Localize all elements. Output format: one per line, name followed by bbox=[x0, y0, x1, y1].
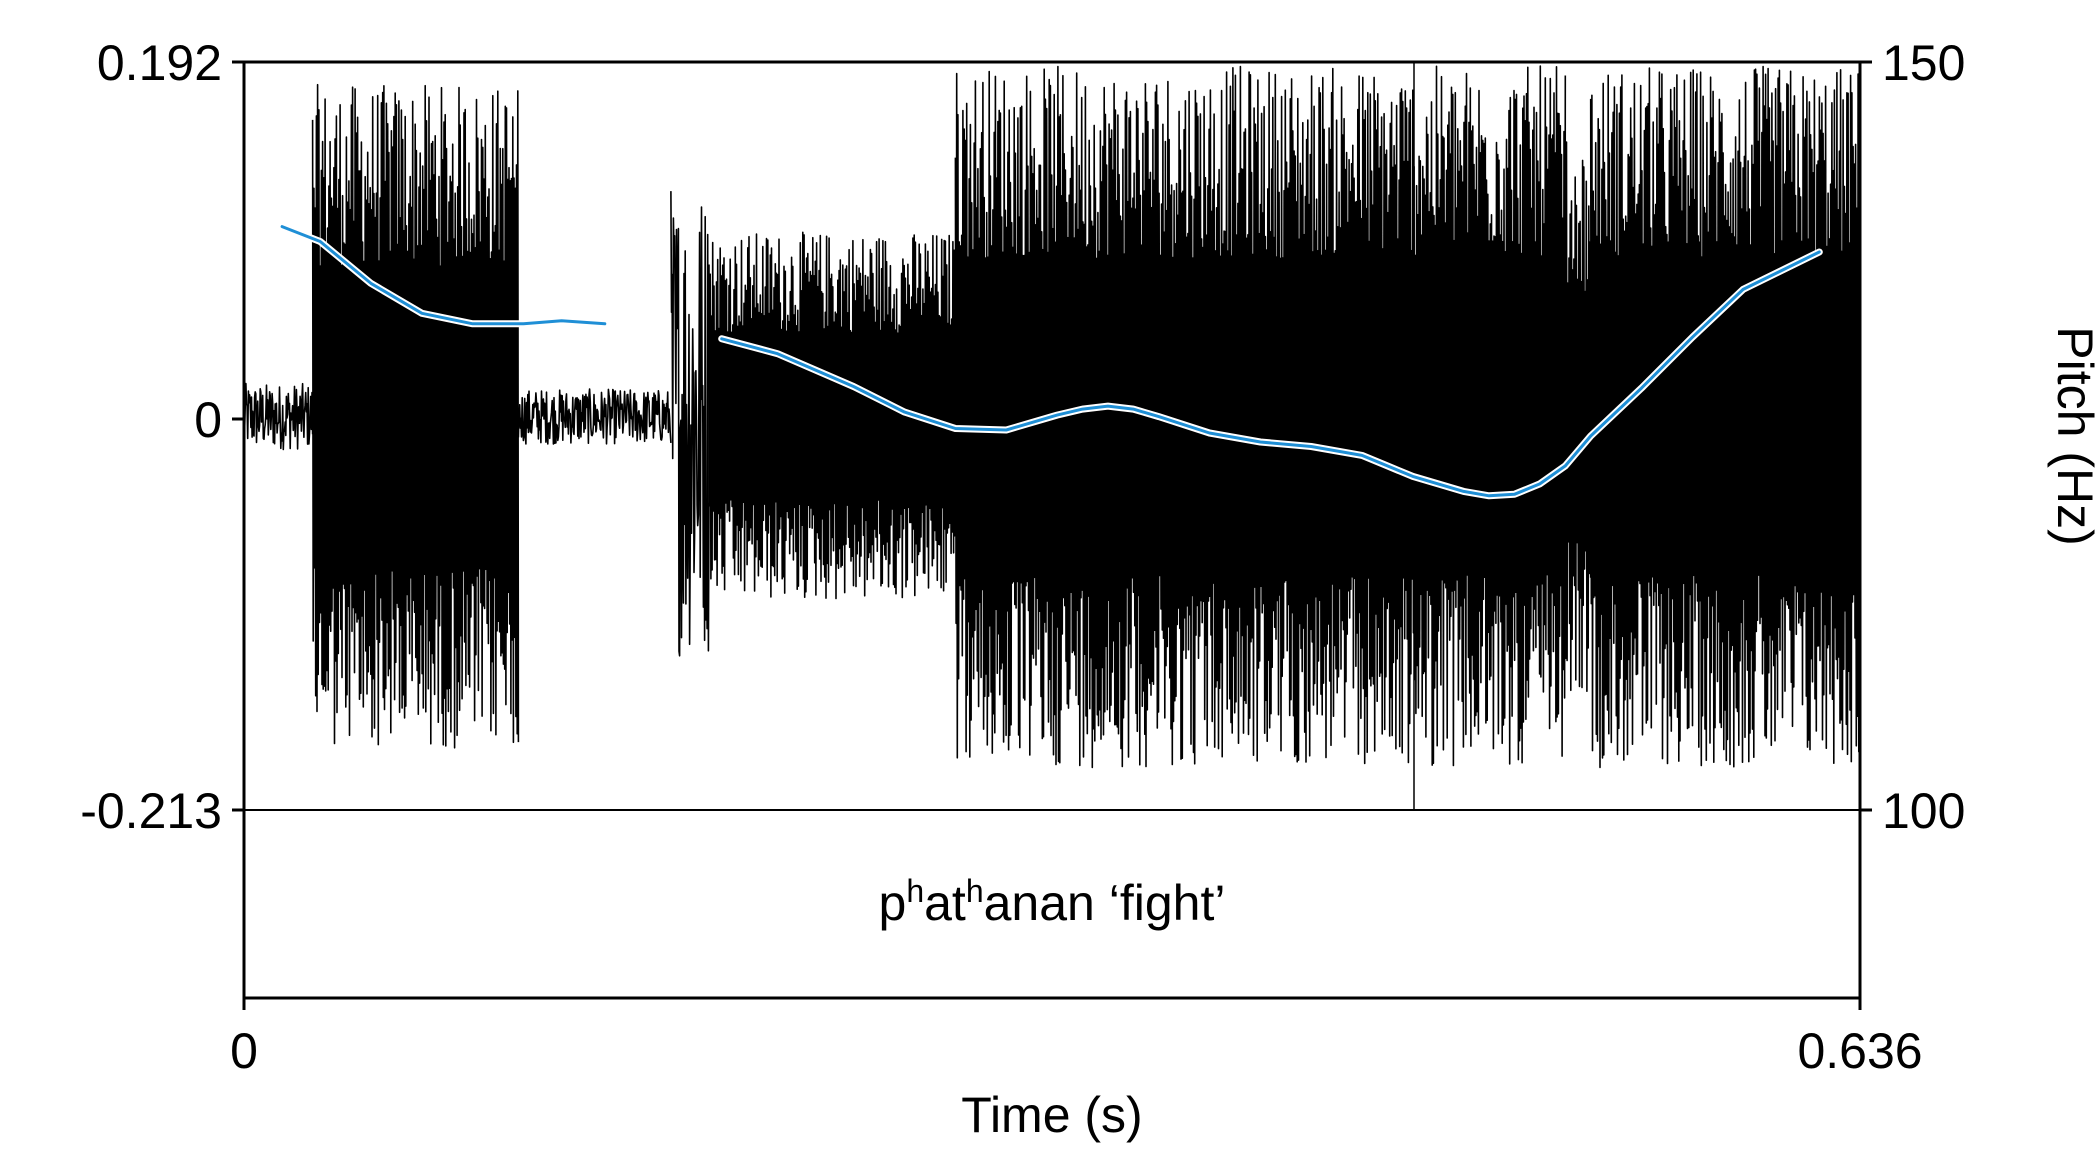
waveform-segment bbox=[670, 191, 710, 657]
y-right-tick-label-top: 150 bbox=[1882, 35, 1965, 91]
waveform-segment bbox=[243, 382, 314, 451]
axis-ticks bbox=[232, 60, 1872, 1010]
waveform-segment bbox=[954, 65, 1567, 769]
pitch-track bbox=[278, 223, 1823, 500]
pitch-contour bbox=[720, 250, 1821, 498]
annotation-part-3: anan ‘fight’ bbox=[984, 875, 1226, 931]
annotation-superscript-2: h bbox=[966, 873, 984, 909]
y-left-tick-label-bottom: -0.213 bbox=[80, 783, 222, 839]
annotation-part-2: at bbox=[924, 875, 966, 931]
waveform-segment bbox=[1589, 65, 1861, 769]
waveform-segment bbox=[1564, 141, 1592, 693]
annotation-part-1: p bbox=[879, 875, 907, 931]
waveform-segment bbox=[517, 388, 672, 445]
x-axis-title: Time (s) bbox=[961, 1087, 1142, 1143]
pitch-contour bbox=[280, 225, 607, 326]
annotation-label: phathanan ‘fight’ bbox=[879, 873, 1226, 931]
waveform bbox=[243, 65, 1861, 769]
y-left-tick-label-zero: 0 bbox=[194, 392, 222, 448]
tick-labels: 0.192 0 -0.213 150 100 0 0.636 bbox=[80, 35, 1965, 1079]
y-right-tick-label-bottom: 100 bbox=[1882, 783, 1965, 839]
x-tick-label-end: 0.636 bbox=[1797, 1023, 1922, 1079]
y-left-tick-label-top: 0.192 bbox=[97, 35, 222, 91]
waveform-segment bbox=[708, 231, 957, 600]
annotation-superscript-1: h bbox=[906, 873, 924, 909]
x-tick-label-start: 0 bbox=[230, 1023, 258, 1079]
waveform-segment bbox=[311, 83, 520, 749]
y-right-axis-title: Pitch (Hz) bbox=[2047, 326, 2100, 545]
